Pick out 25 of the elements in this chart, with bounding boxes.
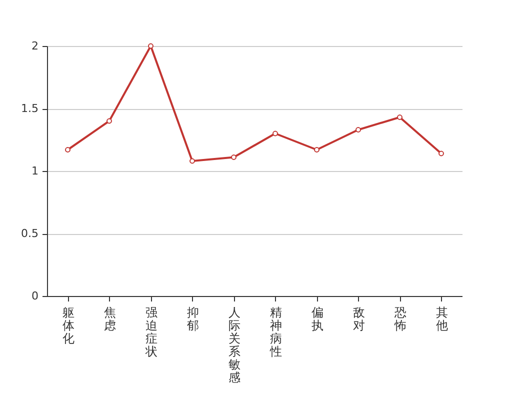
point (397, 114, 402, 120)
point (438, 150, 444, 156)
x-tick-label: 偏执 (311, 306, 324, 332)
point (231, 154, 236, 160)
x-tick-label: 强迫症状 (144, 306, 158, 358)
point (272, 130, 278, 136)
point (106, 118, 112, 124)
x-tick-label: 敌对 (352, 306, 365, 332)
x-tick-label: 躯体化 (62, 306, 74, 346)
x-tick-label: 抑郁 (186, 306, 199, 332)
y-tick-label: 1.5 (21, 102, 38, 115)
point (190, 158, 195, 164)
y-tick-label: 2 (32, 40, 38, 52)
point (148, 43, 154, 49)
point (65, 147, 70, 152)
y-tick-label: 0.5 (21, 227, 38, 240)
point (356, 127, 361, 132)
x-tick-label: 其他 (436, 306, 448, 332)
x-tick-label: 恐怖 (393, 306, 406, 332)
x-tick-label: 精神病性 (268, 306, 282, 358)
y-tick-label: 0 (32, 290, 38, 302)
point (314, 147, 320, 152)
x-tick-label: 焦虑 (104, 306, 116, 332)
x-tick-label: 人际关系敏感 (228, 306, 240, 384)
y-tick-label: 1 (32, 164, 38, 178)
